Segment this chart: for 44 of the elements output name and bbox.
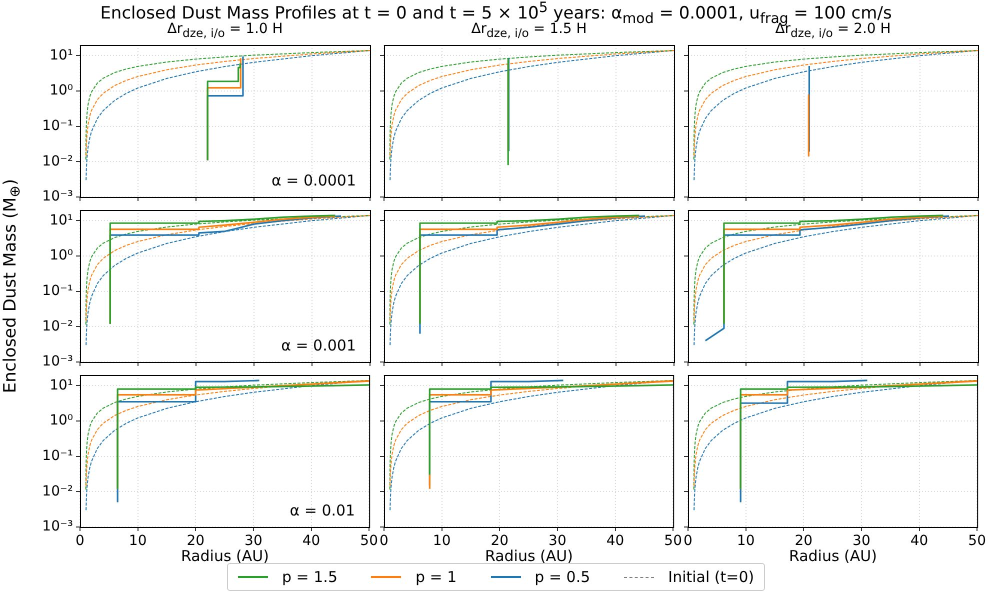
x-tick-label: 50 [664, 533, 682, 550]
x-tick-label: 20 [794, 533, 813, 550]
x-tick-label: 50 [360, 533, 378, 550]
annotation: α = 0.001 [281, 336, 356, 354]
x-axis-title: Radius (AU) [180, 547, 269, 565]
y-tick-label: 10⁰ [50, 82, 74, 99]
y-tick-label: 10⁻² [42, 483, 73, 500]
y-tick-label: 10⁻³ [42, 188, 73, 205]
x-tick-label: 10 [432, 533, 451, 550]
y-tick-label: 10⁻¹ [42, 118, 73, 134]
y-tick-label: 10⁻³ [42, 354, 73, 370]
y-tick-label: 10⁻² [42, 318, 73, 334]
text: Initial (t=0) [668, 568, 754, 586]
y-tick-label: 10⁻¹ [42, 448, 73, 464]
y-tick-label: 10¹ [50, 47, 73, 64]
x-tick-label: 30 [852, 533, 870, 550]
x-tick-label: 10 [128, 533, 147, 550]
x-tick-label: 30 [244, 533, 262, 550]
annotation: α = 0.01 [290, 501, 356, 520]
y-tick-label: 10⁰ [50, 412, 74, 429]
x-tick-label: 40 [302, 533, 320, 550]
x-tick-label: 0 [76, 533, 84, 550]
x-axis-title: Radius (AU) [788, 547, 877, 565]
x-tick-label: 20 [186, 533, 205, 550]
y-tick-label: 10⁻² [42, 153, 73, 170]
x-tick-label: 0 [380, 533, 388, 550]
chart-subtitle: Δr$_{dze, i/o}$ = 1.5 H [471, 21, 587, 40]
x-tick-label: 10 [736, 533, 755, 550]
x-tick-label: 20 [490, 533, 509, 550]
x-tick-label: 50 [968, 533, 986, 550]
legend-label: p = 1.5 [282, 568, 338, 586]
y-tick-label: 10⁻¹ [42, 282, 73, 299]
x-tick-label: 30 [548, 533, 566, 550]
legend-label: p = 0.5 [534, 568, 590, 586]
x-axis-title: Radius (AU) [484, 547, 573, 565]
y-tick-label: 10⁻³ [42, 518, 73, 535]
x-tick-label: 40 [606, 533, 624, 550]
y-tick-label: 10¹ [50, 377, 73, 394]
annotation: α = 0.0001 [272, 171, 356, 190]
legend-label: p = 1 [415, 568, 457, 586]
y-tick-label: 10¹ [50, 212, 73, 228]
x-tick-label: 0 [684, 533, 692, 550]
x-tick-label: 40 [910, 533, 928, 550]
y-tick-label: 10⁰ [50, 248, 74, 264]
